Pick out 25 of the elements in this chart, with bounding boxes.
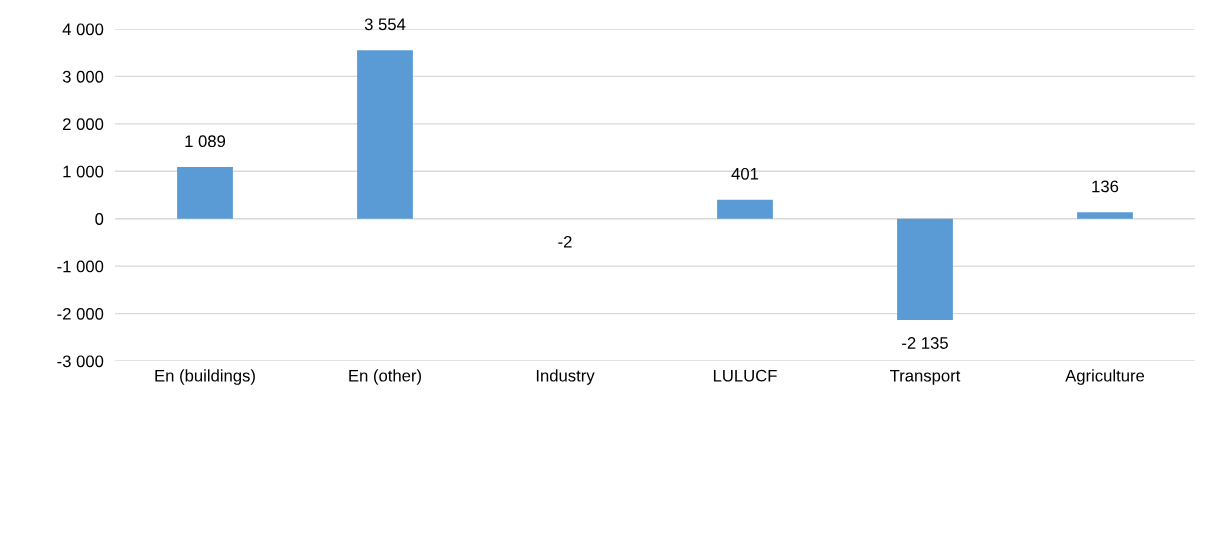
y-tick-label: -2 000 <box>57 307 104 320</box>
bar <box>357 50 413 219</box>
x-tick-label: Industry <box>536 369 595 385</box>
data-label: -2 <box>558 235 572 248</box>
bar <box>717 199 773 219</box>
data-label: -2 135 <box>902 337 948 349</box>
y-tick-label: 1 000 <box>63 165 104 178</box>
x-tick-label: Agriculture <box>1065 369 1145 385</box>
data-label: 401 <box>731 167 759 180</box>
y-tick-label: -1 000 <box>57 260 104 273</box>
bar <box>1077 212 1133 219</box>
bar <box>897 218 953 320</box>
data-label: 3 554 <box>364 18 406 31</box>
bar <box>177 167 233 219</box>
x-tick-label: Transport <box>890 369 961 385</box>
data-label: 136 <box>1092 180 1119 193</box>
y-tick-label: 4 000 <box>62 23 104 36</box>
y-tick-label: 2 000 <box>63 118 104 131</box>
y-tick-label: 3 000 <box>62 70 104 83</box>
x-tick-label: En (buildings) <box>155 369 255 385</box>
x-tick-label: LULUCF <box>713 369 777 382</box>
x-tick-label: En (other) <box>349 369 422 385</box>
data-label: 1 089 <box>185 135 226 148</box>
y-tick-label: -3 000 <box>57 355 104 368</box>
y-tick-label: 0 <box>95 213 104 225</box>
